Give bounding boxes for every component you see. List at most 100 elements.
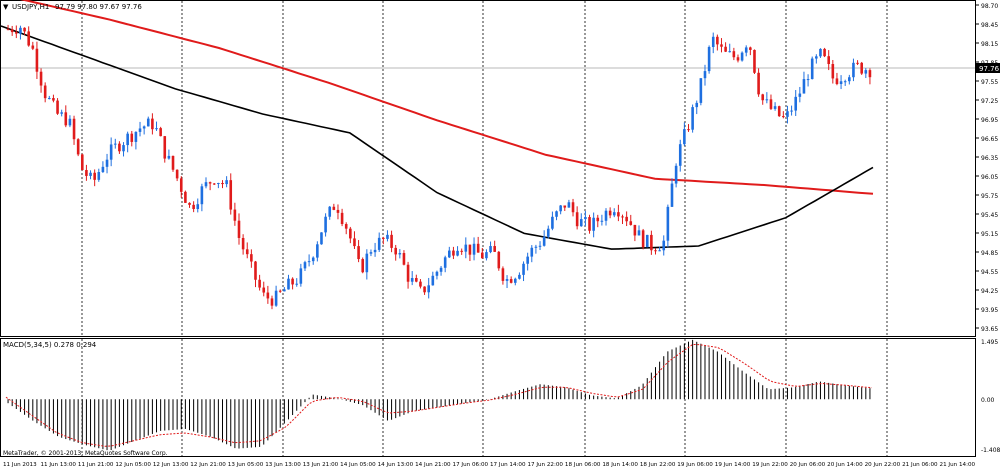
candle-body (39, 71, 43, 86)
price-axis: 98.7098.4598.1597.8597.5597.2596.9596.65… (975, 3, 998, 333)
candle-body (802, 79, 806, 94)
candle-body (468, 244, 472, 255)
candle-body (790, 110, 793, 112)
candle-body (377, 237, 381, 250)
candle-body (142, 126, 146, 129)
candle-body (497, 251, 501, 269)
candle-body (608, 210, 612, 216)
candle-body (369, 252, 373, 254)
candle-body (716, 36, 719, 45)
candle-body (266, 292, 270, 299)
candle-body (184, 191, 187, 203)
price-axis-label: 94.55 (981, 269, 998, 276)
candle-body (188, 202, 191, 205)
candle-body (481, 252, 484, 259)
price-axis-label: 94.25 (981, 288, 998, 295)
candle-body (637, 230, 641, 236)
current-price-value: 97.76 (979, 65, 1000, 73)
time-axis-label: 18 Jun 06:00 (565, 462, 601, 468)
time-axis-label: 17 Jun 06:00 (453, 462, 489, 468)
time-axis-label: 18 Jun 14:00 (602, 462, 638, 468)
candle-body (563, 205, 567, 208)
candle-body (489, 246, 492, 253)
candle-body (699, 78, 703, 103)
candle-body (320, 232, 323, 245)
candle-body (212, 183, 216, 185)
candle-body (225, 180, 228, 185)
candle-body (551, 216, 554, 229)
candle-body (769, 99, 773, 109)
candle-body (43, 85, 47, 99)
candle-body (254, 261, 257, 280)
candle-body (509, 279, 513, 283)
candle-body (109, 144, 113, 160)
candle-body (23, 27, 26, 32)
price-axis-label: 97.55 (981, 79, 998, 86)
candle-body (786, 111, 789, 117)
candle-body (217, 183, 220, 185)
candle-body (839, 81, 843, 85)
candle-body (476, 243, 480, 253)
candle-body (513, 278, 517, 283)
candle-body (740, 52, 744, 61)
candle-body (542, 236, 546, 246)
candle-body (687, 129, 690, 131)
candle-body (773, 106, 777, 109)
candle-body (311, 257, 315, 262)
symbol-menu-arrow[interactable]: ▼ (3, 3, 9, 11)
candle-body (167, 155, 171, 159)
candle-body (765, 99, 769, 101)
candle-body (728, 51, 732, 53)
candle-body (126, 133, 129, 146)
time-axis-label: 12 Jun 13:00 (153, 462, 189, 468)
candle-body (831, 64, 835, 79)
moving-average-black (0, 25, 874, 250)
price-panel[interactable] (0, 0, 976, 337)
candle-body (650, 234, 653, 251)
candle-body (85, 170, 88, 176)
candle-body (52, 98, 55, 101)
time-axis-label: 13 Jun 21:00 (303, 462, 339, 468)
price-axis-label: 95.75 (981, 193, 998, 200)
candle-body (452, 250, 455, 256)
candle-body (6, 29, 10, 31)
candle-body (546, 228, 550, 237)
candle-body (93, 172, 96, 180)
candle-body (278, 290, 282, 292)
candle-body (303, 262, 307, 269)
candle-body (736, 57, 740, 61)
candle-body (332, 206, 336, 210)
candle-body (534, 246, 538, 248)
candle-body (48, 98, 51, 100)
candle-body (287, 278, 290, 290)
candle-body (621, 216, 624, 218)
candle-body (732, 51, 736, 58)
candle-body (815, 56, 818, 59)
time-axis-label: 18 Jun 22:00 (640, 462, 676, 468)
macd-axis: 1.495 0.00 -1.408 (981, 339, 1000, 454)
candle-body (505, 279, 509, 281)
candle-body (89, 172, 92, 176)
price-axis-label: 93.95 (981, 307, 998, 314)
candle-body (555, 211, 558, 217)
candle-body (56, 100, 59, 114)
candle-body (390, 234, 393, 248)
candle-body (60, 112, 63, 114)
candle-body (365, 253, 369, 273)
time-axis-label: 12 Jun 05:00 (115, 462, 151, 468)
candle-body (357, 246, 360, 260)
candle-body (415, 278, 418, 282)
macd-label: MACD(5,34,5) 0.278 0.294 (3, 341, 97, 349)
candle-body (654, 250, 657, 252)
candle-body (171, 155, 175, 170)
candle-body (31, 45, 35, 49)
candle-body (80, 154, 84, 171)
candle-body (749, 47, 752, 50)
ohlc-label: 97.79 97.80 97.67 97.76 (55, 3, 142, 11)
moving-average-layer (0, 0, 874, 250)
candle-body (204, 182, 208, 187)
candle-body (456, 250, 459, 256)
macd-panel[interactable] (0, 338, 976, 457)
